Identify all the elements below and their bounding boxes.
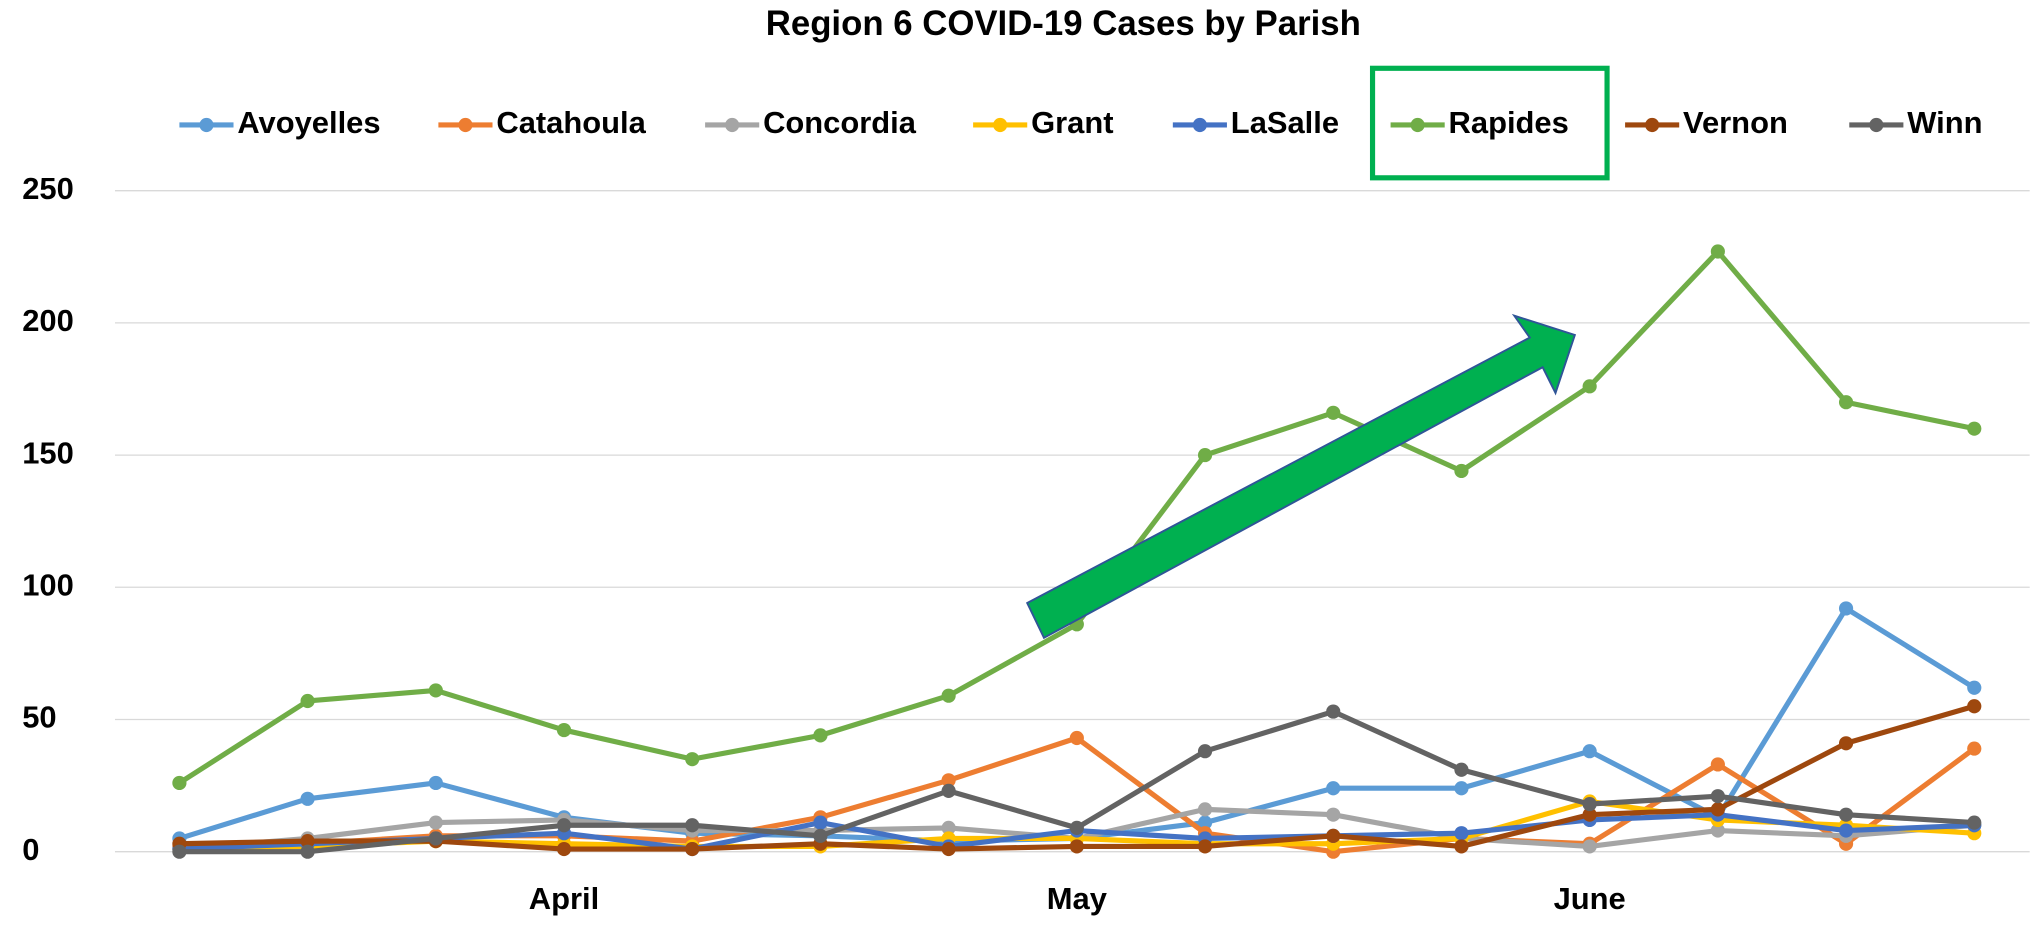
x-tick-label: June [1554,881,1626,916]
data-point [172,775,187,791]
data-point [1967,421,1982,436]
data-point [1197,448,1213,463]
plot [172,244,1982,859]
data-point [428,775,443,791]
data-point [1454,463,1469,479]
data-point [1069,820,1084,835]
data-point [1582,839,1597,854]
legend-label: Catahoula [496,105,646,140]
highlight-box [1369,65,1610,181]
series-line [178,248,1975,786]
data-point [1582,807,1597,822]
data-point [1326,781,1341,796]
data-point [813,828,828,843]
legend-label: Concordia [763,105,917,140]
legend-label: Rapides [1449,105,1569,140]
data-point [1838,807,1854,822]
data-point [813,728,828,743]
data-point [1454,826,1469,841]
x-tick-label: April [529,881,599,916]
data-point [1967,680,1982,695]
data-point [941,820,956,835]
data-point [1710,789,1725,804]
data-point [941,783,956,798]
data-point [685,818,700,833]
y-tick-label: 100 [22,567,74,602]
data-point [1710,757,1725,772]
data-point [941,773,956,788]
data-point [1582,379,1597,394]
y-tick-label: 150 [22,435,74,470]
data-point [1326,704,1341,719]
legend-label: LaSalle [1231,105,1339,140]
data-point [685,752,700,767]
data-point [1454,839,1469,854]
data-point [941,688,956,703]
data-point [1069,730,1084,746]
legend-marker [458,117,473,133]
legend-marker [1645,117,1660,133]
data-point [1967,815,1982,830]
data-point [300,693,315,709]
data-point [556,722,572,738]
data-point [428,815,443,830]
legend-marker [725,117,740,133]
data-point [1197,839,1213,854]
data-point [428,831,443,846]
legend-marker [1869,117,1884,133]
y-tick-label: 200 [22,303,74,338]
data-point [1454,762,1469,777]
data-point [685,841,700,857]
y-tick-label: 0 [22,832,39,867]
legend-marker [993,117,1008,133]
legend-label: Vernon [1683,105,1788,140]
y-tick-label: 250 [22,171,74,206]
data-point [1582,744,1597,759]
data-point [1967,741,1982,756]
data-point [1197,815,1213,830]
legend-marker [1410,117,1425,133]
legend-label: Winn [1907,105,1982,140]
series-line [178,605,1976,844]
data-point [1838,736,1854,751]
data-point [556,818,572,833]
trend-arrow [1025,313,1577,640]
legend-marker [1192,117,1207,133]
data-point [1838,823,1854,838]
data-point [300,791,315,806]
chart-title: Region 6 COVID-19 Cases by Parish [766,5,1361,43]
data-point [1197,802,1213,817]
legend-label: Grant [1031,105,1113,140]
y-tick-label: 50 [22,700,56,735]
data-point [1967,699,1982,714]
data-point [1326,405,1341,420]
data-point [1710,802,1725,817]
data-point [1069,839,1084,854]
data-point [1838,601,1854,616]
x-tick-label: May [1047,881,1108,916]
data-point [1326,828,1341,843]
data-point [1710,244,1725,259]
legend-marker [199,117,214,133]
data-point [1326,807,1341,822]
legend: Avoyelles Catahoula Concordia Grant LaSalle R… [179,105,1983,140]
data-point [428,683,443,698]
data-point [1710,823,1725,838]
data-point [556,841,572,857]
data-point [172,844,187,859]
legend-label: Avoyelles [237,105,380,140]
data-point [813,815,828,830]
data-point [1838,395,1854,410]
data-point [300,844,315,859]
data-point [941,841,956,857]
data-point [1454,781,1469,796]
data-point [300,834,315,849]
data-point [1197,744,1213,759]
data-point [1582,797,1597,812]
